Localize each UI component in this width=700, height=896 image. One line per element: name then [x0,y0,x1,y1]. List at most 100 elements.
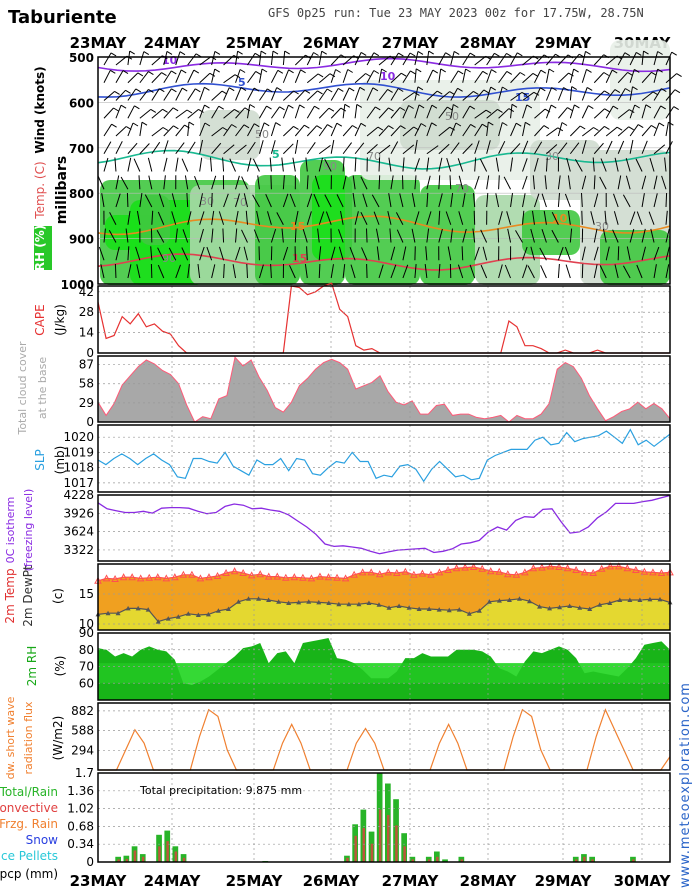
wind-barb [324,194,332,208]
temp-marker [239,568,247,576]
wind-barb-feather [253,123,260,128]
wind-barb [390,72,402,84]
wind-barb [144,194,153,208]
wind-barb [402,157,405,172]
wind-barb [414,264,417,279]
isotherm-label: 15 [290,220,305,233]
wind-barb [665,141,673,154]
wind-barb [222,157,225,172]
dewpoint-marker [326,600,332,605]
wind-barb-feather [671,51,677,56]
convective-bar [395,825,398,862]
wind-barb [211,127,224,137]
wind-barb [108,229,117,243]
wind-barb-feather [237,50,243,55]
wind-barb [232,264,237,279]
wind-barb-feather [519,72,526,76]
wind-barb [653,246,660,261]
wind-barb-feather [502,122,508,126]
wind-barb [181,158,189,172]
temp-marker [162,574,171,582]
temp-marker [179,570,188,578]
wind-barb-feather [347,69,353,73]
wind-barb [305,157,308,172]
wind-barb [211,228,214,243]
wind-barb-feather [114,90,120,95]
wind-barb-feather [288,69,294,74]
wind-barb-feather [573,68,579,73]
wind-barb [593,126,605,137]
wind-barb [438,210,441,225]
dewpoint-marker [557,604,563,610]
wind-barb [495,193,500,208]
wind-barb-feather [162,108,168,113]
wind-barb-feather [453,104,459,108]
wind-barb [504,264,512,279]
wind-barb [138,175,141,190]
wind-barb-feather [571,86,577,91]
rh-zone [522,210,580,255]
wind-barb [546,127,559,137]
wind-barb-feather [481,123,488,128]
temp-tick-label: 15 [79,587,94,601]
temp-marker [119,573,128,581]
wind-barb [199,87,205,101]
wind-barb [127,264,132,279]
dewpoint-marker [175,614,181,619]
wind-barb-feather [548,68,555,73]
wind-barb [438,106,448,119]
convective-bar [362,828,365,862]
wind-barb [223,193,229,208]
wind-barb [378,264,384,279]
date-label-top: 27MAY [382,34,440,52]
temp-marker [486,567,495,575]
wind-barb-feather [336,122,343,127]
wind-barb-feather [228,87,235,92]
temp-marker [614,562,623,570]
wind-barb-feather [214,68,220,73]
wind-barb [641,71,652,84]
slp-line [97,428,671,483]
wind-barb [187,88,196,101]
pcp-tick-label: 1.7 [75,766,94,780]
wind-barb [151,127,164,137]
dewpoint-marker [366,600,372,605]
wind-barb [135,246,141,261]
wind-barb [539,247,547,261]
dewpoint-marker [346,601,352,607]
wind-barb-feather [180,69,187,74]
freezing-level-line [97,494,671,555]
wind-barb [306,175,309,190]
dewpoint-line [97,598,671,623]
pcp-background [98,773,670,862]
wind-barb [498,53,507,66]
temp-marker [102,574,111,582]
wind-barb [480,229,488,243]
wind-barb [133,158,141,172]
wind-barb [558,107,568,119]
wind-barb-feather [166,50,173,55]
wind-barb [115,246,120,261]
wind-barb-feather [161,72,167,77]
wind-barb [318,246,322,261]
wind-barb [175,51,181,66]
wind-barb-feather [240,87,247,92]
wind-barb [665,51,673,66]
wind-barb [318,263,321,279]
temp-marker [247,571,256,579]
temp-marker [145,573,154,581]
temp-marker [563,564,572,572]
wind-barb-feather [658,122,665,127]
wind-barb [498,211,503,225]
precip-unit-label: pcp (mm) [0,867,58,881]
sw-label: dw. short wave [4,696,17,779]
dewpoint-marker [516,596,522,601]
wind-barb-feather [293,90,299,95]
wind-barb [314,175,320,190]
wind-barb [438,126,451,137]
wind-barb [330,122,338,137]
precip-bar [123,855,130,862]
wind-barb-feather [272,50,279,55]
wind-barb [373,211,380,225]
